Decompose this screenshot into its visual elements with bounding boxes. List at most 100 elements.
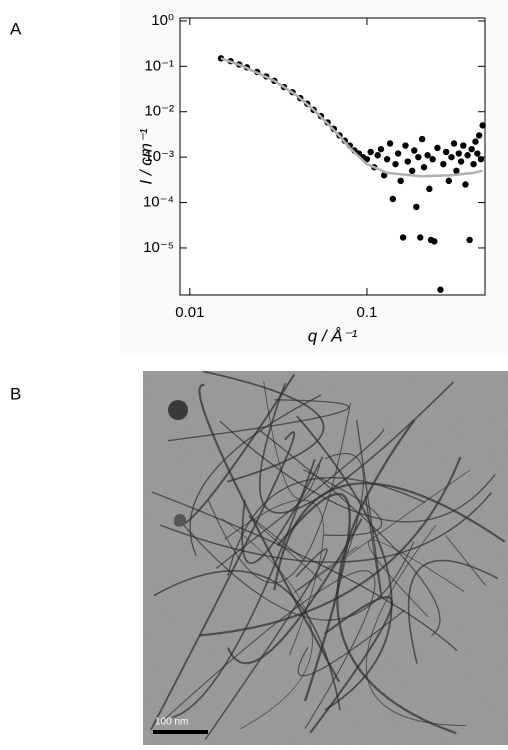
fiber xyxy=(160,492,493,563)
data-point xyxy=(470,160,477,168)
data-point xyxy=(479,122,486,129)
fiber xyxy=(224,499,324,655)
fiber xyxy=(336,419,457,735)
data-point xyxy=(426,185,433,193)
fiber xyxy=(445,535,486,586)
data-point xyxy=(453,167,460,175)
data-point xyxy=(472,138,479,145)
data-point xyxy=(464,152,471,159)
fiber xyxy=(171,458,316,719)
x-tick-label: 0.1 xyxy=(357,304,378,321)
y-tick-label: 10⁻² xyxy=(144,103,174,120)
panel-label: A xyxy=(10,19,22,38)
scale-bar-label: 100 nm xyxy=(155,717,188,728)
data-point xyxy=(418,135,426,143)
fiber xyxy=(199,456,462,637)
data-point xyxy=(383,156,391,163)
y-tick-label: 10⁻⁵ xyxy=(143,239,174,256)
data-point xyxy=(466,236,473,244)
fiber xyxy=(202,371,325,483)
fiber xyxy=(241,456,324,564)
fiber xyxy=(356,420,383,598)
fiber xyxy=(189,394,322,557)
data-point xyxy=(450,140,458,147)
data-point xyxy=(392,160,399,168)
tem-image xyxy=(143,371,508,745)
data-point xyxy=(442,148,450,156)
fiber xyxy=(276,492,351,702)
image-texture xyxy=(143,371,508,745)
fiber xyxy=(204,548,328,741)
data-point xyxy=(415,153,422,161)
fiber xyxy=(259,430,441,637)
data-point xyxy=(374,152,381,159)
data-point xyxy=(460,142,467,149)
data-point xyxy=(434,144,441,152)
data-point xyxy=(408,167,416,175)
fiber xyxy=(248,515,323,582)
data-point xyxy=(397,177,404,185)
x-axis-label: q / Å⁻¹ xyxy=(308,326,358,345)
fiber xyxy=(207,402,351,584)
data-point xyxy=(367,148,374,156)
y-tick-label: 10⁻¹ xyxy=(144,57,174,74)
fiber xyxy=(407,559,499,664)
data-point xyxy=(468,145,475,153)
fiber xyxy=(198,383,340,683)
data-point xyxy=(394,150,402,157)
fibers xyxy=(150,371,506,741)
data-point xyxy=(429,156,436,163)
data-point xyxy=(431,238,438,245)
data-point xyxy=(424,152,431,159)
x-tick-label: 0.01 xyxy=(175,304,204,321)
fiber xyxy=(167,399,350,442)
y-tick-label: 10⁻³ xyxy=(144,148,174,165)
y-axis-label: I / cm⁻¹ xyxy=(136,128,155,185)
fiber xyxy=(215,428,385,569)
plot: 0.01 0.1 10⁰ 10⁻¹ 10⁻² 10⁻³ 10⁻⁴ 10⁻⁵ q / Å⁻¹ I /… xyxy=(136,12,486,345)
data-point xyxy=(437,286,444,293)
y-tick-label: 10⁰ xyxy=(151,12,174,29)
data-point xyxy=(363,156,371,163)
data-point xyxy=(404,158,411,165)
data-point xyxy=(420,164,428,171)
fiber xyxy=(227,518,363,665)
fiber xyxy=(150,431,296,731)
data-point xyxy=(462,181,469,188)
fiber xyxy=(365,524,467,727)
fiber xyxy=(324,453,365,554)
fiber xyxy=(297,609,406,677)
data-point xyxy=(440,160,447,168)
data-point xyxy=(448,153,455,161)
particle xyxy=(168,400,188,420)
fit-line xyxy=(220,57,483,178)
data-point xyxy=(457,158,465,165)
data-point xyxy=(477,156,485,163)
fiber xyxy=(258,381,455,514)
y-tick-label: 10⁻⁴ xyxy=(143,194,174,211)
data-point xyxy=(377,145,385,153)
data-point xyxy=(445,177,453,185)
scale-bar xyxy=(153,730,208,734)
panel-label: B xyxy=(10,384,21,403)
data-point xyxy=(474,150,481,157)
data-point xyxy=(386,140,394,147)
fiber xyxy=(263,381,321,500)
data-point xyxy=(389,195,397,203)
particle xyxy=(174,514,186,526)
fiber xyxy=(227,477,426,576)
fiber xyxy=(368,539,465,618)
fiber xyxy=(293,469,471,593)
fiber xyxy=(219,420,496,523)
fiber xyxy=(221,517,313,730)
data-point xyxy=(455,150,462,157)
fiber xyxy=(180,522,415,621)
fiber xyxy=(309,596,394,734)
data-point xyxy=(399,234,407,241)
data-point xyxy=(475,132,483,139)
data-point xyxy=(402,142,409,149)
data-point xyxy=(413,203,420,211)
data-point xyxy=(417,234,424,241)
